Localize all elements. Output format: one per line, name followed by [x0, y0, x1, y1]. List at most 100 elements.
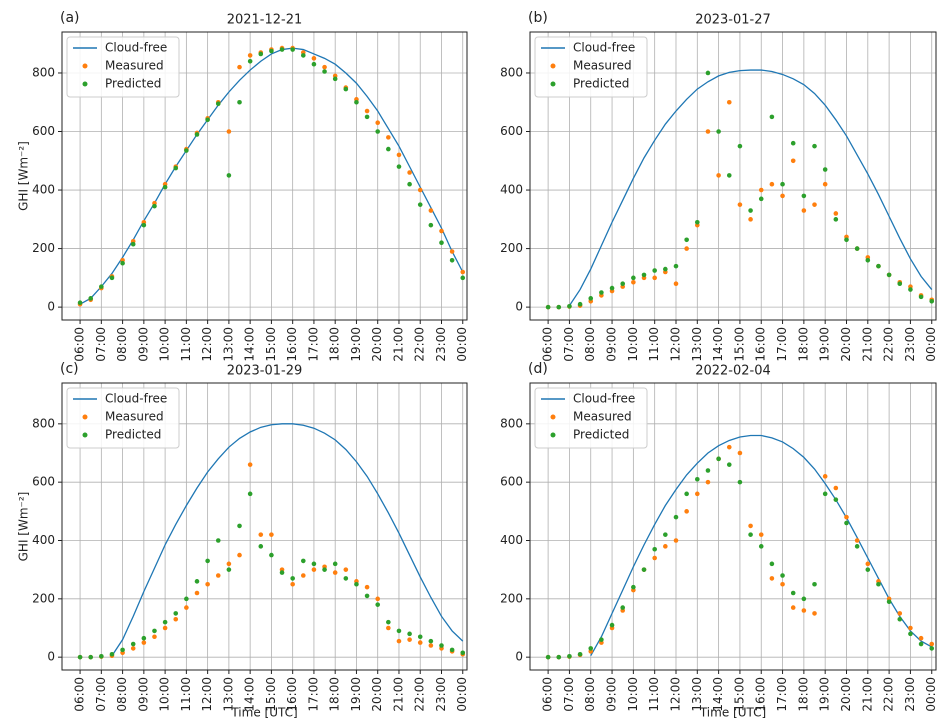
point — [194, 132, 200, 137]
point — [354, 581, 359, 587]
point — [908, 631, 913, 637]
point — [460, 275, 466, 281]
point — [737, 479, 743, 485]
x-tick-label: 07:00 — [562, 327, 576, 362]
x-tick-label: 11:00 — [647, 327, 661, 362]
point — [439, 228, 444, 234]
x-tick-label: 08:00 — [115, 327, 129, 362]
point — [726, 173, 732, 178]
point — [545, 654, 551, 660]
point — [386, 146, 391, 152]
x-tick-label: 16:00 — [754, 327, 768, 362]
subplot-title: 2023-01-27 — [695, 13, 771, 28]
point — [269, 552, 274, 558]
point — [258, 532, 264, 537]
point — [599, 637, 604, 642]
point — [716, 456, 721, 462]
point — [641, 272, 647, 278]
point — [290, 576, 295, 581]
x-tick-label: 06:00 — [73, 327, 87, 362]
point — [184, 596, 189, 602]
point — [822, 474, 828, 479]
subplot: 06:00 07:00 08:00 09:00 10:00 11:00 12:00 13:00… — [17, 361, 470, 719]
point — [428, 208, 434, 213]
point — [684, 509, 689, 514]
point — [322, 64, 327, 70]
x-tick-label: 00:00 — [924, 677, 938, 712]
point — [141, 635, 147, 641]
point — [215, 101, 221, 107]
point — [833, 217, 839, 222]
point — [375, 602, 381, 607]
x-tick-label: 20:00 — [839, 677, 853, 712]
point — [567, 653, 572, 659]
x-tick-label: 22:00 — [413, 677, 427, 712]
x-tick-label: 14:00 — [243, 677, 257, 712]
point — [748, 208, 753, 213]
point — [599, 290, 604, 295]
point — [88, 296, 94, 301]
point — [120, 260, 125, 266]
point — [769, 561, 775, 567]
legend-box — [534, 36, 648, 98]
point — [652, 268, 657, 273]
point — [428, 222, 434, 228]
x-tick-label: 21:00 — [391, 677, 405, 712]
point — [780, 581, 785, 587]
point — [673, 263, 679, 269]
x-tick-label: 17:00 — [306, 677, 320, 712]
legend-label: Predicted — [105, 428, 161, 442]
x-tick-label: 08:00 — [583, 677, 597, 712]
axes-frame — [61, 382, 468, 671]
point — [556, 654, 562, 660]
point — [141, 640, 147, 645]
x-tick-label: 09:00 — [605, 677, 619, 712]
point — [237, 64, 242, 70]
point — [417, 187, 423, 193]
point — [929, 641, 935, 647]
point — [152, 203, 157, 209]
point — [705, 70, 711, 76]
point — [407, 631, 412, 637]
point — [300, 53, 306, 58]
x-tick-label: 12:00 — [200, 677, 214, 712]
point — [162, 619, 168, 625]
point — [332, 561, 338, 567]
point — [396, 628, 402, 634]
point — [705, 468, 711, 473]
x-tick-label: 19:00 — [349, 677, 363, 712]
point — [343, 576, 349, 581]
point — [417, 202, 423, 207]
x-tick-label: 16:00 — [754, 677, 768, 712]
point — [918, 641, 924, 647]
x-tick-label: 22:00 — [882, 677, 896, 712]
point — [332, 76, 338, 82]
point — [237, 523, 242, 529]
subplot-title: 2021-12-21 — [227, 13, 303, 28]
point — [844, 237, 849, 243]
point — [886, 599, 892, 605]
x-tick-label: 12:00 — [200, 327, 214, 362]
point — [588, 296, 594, 301]
point — [790, 605, 796, 610]
point — [226, 129, 232, 134]
x-tick-label: 06:00 — [73, 677, 87, 712]
x-tick-label: 16:00 — [285, 677, 299, 712]
point — [780, 181, 785, 187]
x-tick-label: 16:00 — [285, 327, 299, 362]
point — [109, 651, 115, 657]
x-tick-label: 10:00 — [158, 327, 172, 362]
legend-box — [534, 387, 648, 449]
point — [801, 596, 807, 602]
point — [684, 237, 689, 243]
point — [684, 246, 689, 251]
x-tick-label: 17:00 — [775, 327, 789, 362]
point — [226, 561, 232, 567]
point — [194, 590, 200, 596]
point — [748, 217, 753, 222]
x-tick-label: 19:00 — [349, 327, 363, 362]
x-tick-label: 20:00 — [839, 327, 853, 362]
point — [258, 51, 264, 57]
point — [77, 300, 83, 306]
point — [844, 514, 849, 520]
